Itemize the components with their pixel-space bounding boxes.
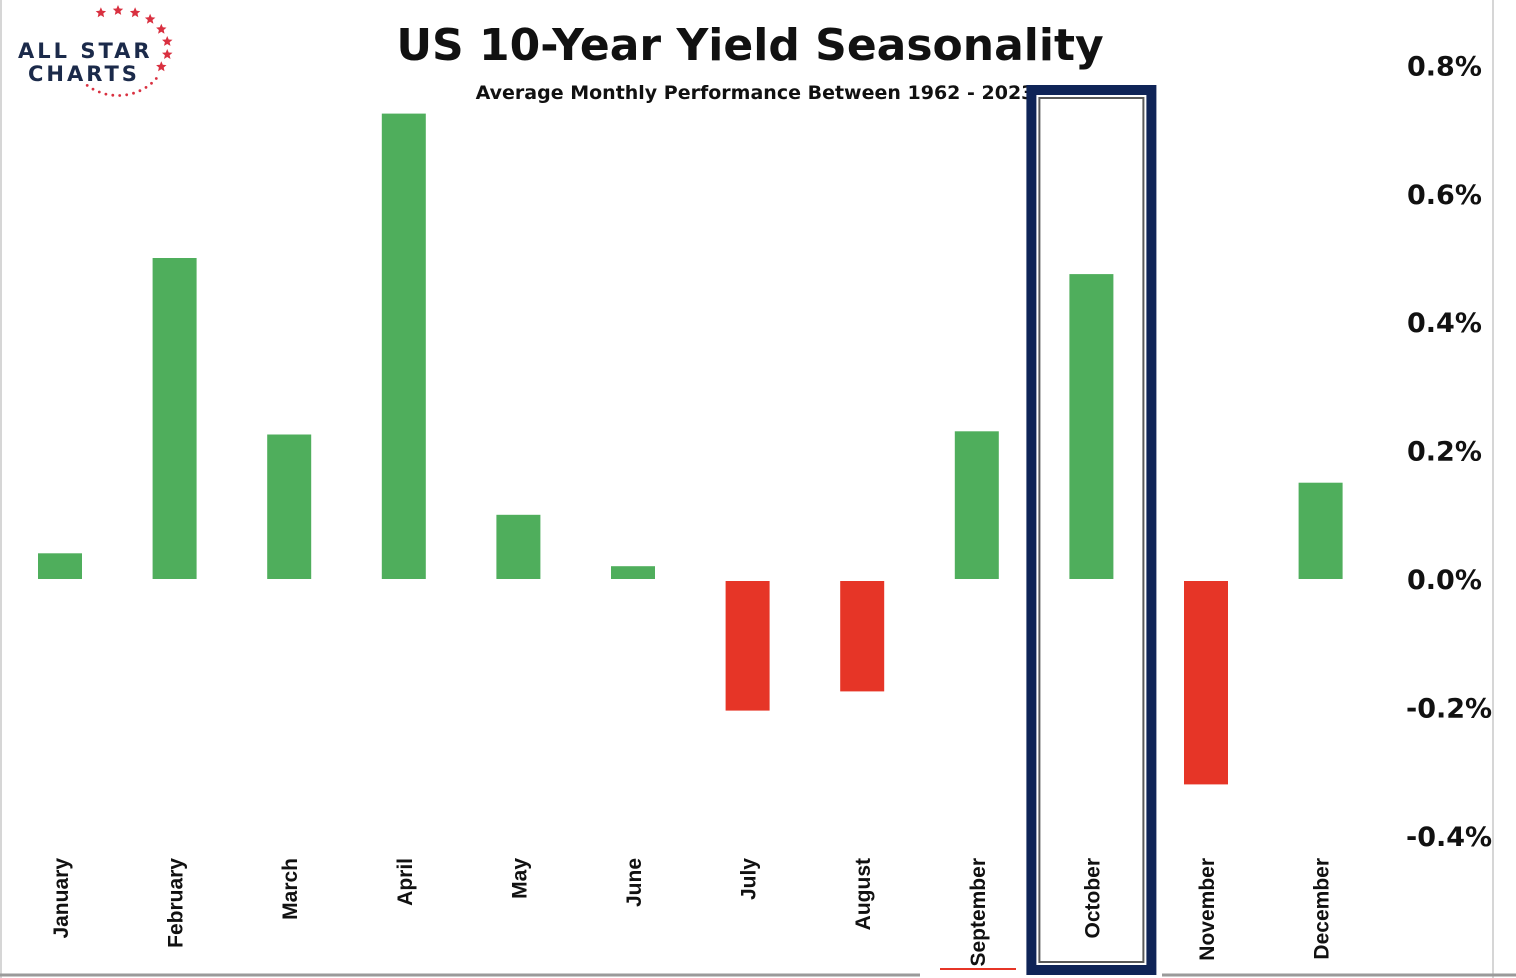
logo-dot-icon	[91, 87, 95, 91]
bar-may	[496, 514, 541, 579]
logo-dot-icon	[138, 89, 142, 93]
chart-subtitle: Average Monthly Performance Between 1962…	[476, 82, 1035, 104]
y-tick-label: 0.8%	[1407, 51, 1482, 82]
bar-april	[381, 113, 426, 579]
chart-title: US 10-Year Yield Seasonality	[396, 20, 1103, 71]
bar-january	[38, 553, 82, 579]
logo-dot-icon	[111, 93, 115, 97]
bar-july	[725, 581, 770, 711]
bar-march	[267, 434, 312, 579]
logo-star-icon	[95, 7, 107, 18]
logo-star-icon	[156, 23, 167, 34]
star-ring-icon	[85, 5, 173, 97]
bar-october	[1069, 274, 1114, 579]
logo-dot-icon	[150, 81, 153, 85]
x-tick-label-january: January	[50, 858, 73, 939]
y-tick-label: -0.2%	[1406, 693, 1492, 724]
logo-star-icon	[156, 61, 167, 72]
logo-star-icon	[162, 36, 173, 46]
x-axis-ticks: January February March April May June July Augu…	[50, 858, 1334, 967]
logo-dot-icon	[104, 92, 108, 96]
x-tick-label-may: May	[508, 858, 531, 899]
october-highlight-inner-line	[1038, 97, 1145, 963]
x-tick-label-april: April	[394, 858, 417, 906]
logo-line-2: CHARTS	[28, 62, 140, 86]
y-tick-label: -0.4%	[1406, 822, 1492, 853]
x-tick-label-november: November	[1196, 858, 1219, 961]
logo-star-icon	[129, 7, 141, 18]
logo-dot-icon	[118, 94, 122, 97]
logo-dot-icon	[97, 90, 101, 94]
y-tick-label: 0.6%	[1407, 180, 1482, 211]
x-tick-label-july: July	[738, 858, 761, 900]
logo-dot-icon	[144, 86, 148, 89]
logo-dot-icon	[85, 84, 89, 87]
bar-june	[611, 566, 655, 579]
logo-dot-icon	[132, 91, 135, 95]
y-tick-label: 0.2%	[1407, 437, 1482, 468]
y-tick-label: 0.4%	[1407, 308, 1482, 339]
y-tick-label: 0.0%	[1407, 565, 1482, 596]
logo-star-icon	[144, 13, 156, 24]
logo-line-1: ALL STAR	[18, 39, 153, 63]
x-tick-label-october: October	[1081, 858, 1104, 939]
logo-star-icon	[112, 5, 124, 15]
x-tick-label-august: August	[852, 858, 875, 930]
bar-august	[840, 581, 885, 692]
october-highlight-box	[1026, 85, 1157, 975]
x-tick-label-june: June	[623, 858, 646, 907]
logo-dot-icon	[154, 77, 158, 80]
x-tick-label-february: February	[165, 858, 188, 948]
bar-december	[1298, 482, 1343, 579]
logo-star-icon	[162, 49, 173, 59]
all-star-charts-logo: ALL STAR CHARTS	[18, 5, 173, 97]
bar-february	[152, 258, 197, 579]
logo-dot-icon	[125, 93, 129, 97]
x-tick-label-march: March	[279, 858, 302, 920]
y-axis-ticks: 0.8% 0.6% 0.4% 0.2% 0.0% -0.2% -0.4%	[1406, 51, 1492, 852]
x-tick-label-december: December	[1311, 858, 1334, 960]
bars-group	[38, 113, 1343, 785]
x-tick-label-september: September	[967, 858, 990, 967]
bar-september	[954, 431, 999, 579]
bar-november	[1184, 581, 1228, 785]
